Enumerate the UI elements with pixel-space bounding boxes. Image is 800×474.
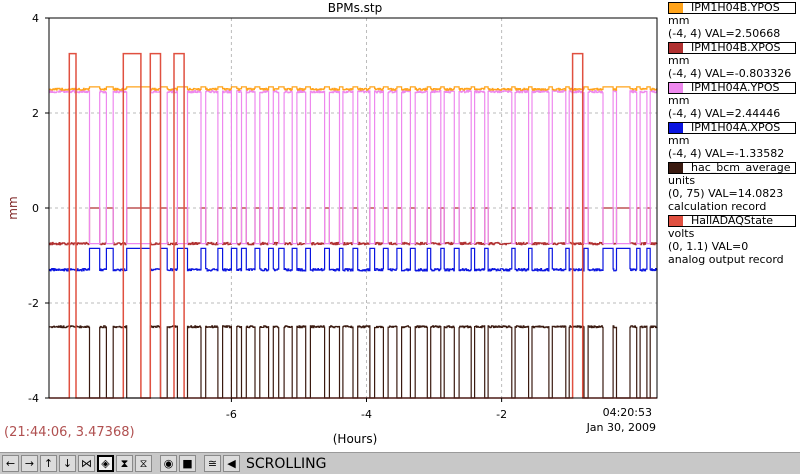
legend-detail: mm bbox=[668, 94, 690, 107]
end-time-label: 04:20:53 bbox=[603, 406, 652, 419]
zoom-in-vertical-icon: ⧗ bbox=[120, 457, 129, 470]
zoom-out-x-button[interactable]: ◈ bbox=[97, 455, 114, 472]
legend-detail: volts bbox=[668, 227, 695, 240]
legend-detail: (-4, 4) VAL=-0.803326 bbox=[668, 67, 792, 80]
legend-series-name: IPM1H04A.XPOS bbox=[683, 123, 795, 133]
legend-entry[interactable]: IPM1H04B.YPOS mm (-4, 4) VAL=2.50668 bbox=[660, 2, 800, 40]
legend-detail: calculation record bbox=[668, 200, 767, 213]
arrow-down-icon: ↓ bbox=[62, 457, 73, 470]
end-date-label: Jan 30, 2009 bbox=[586, 421, 656, 434]
y-axis-label: mm bbox=[6, 196, 20, 219]
scroll-right-button[interactable]: → bbox=[21, 455, 38, 472]
legend-detail: mm bbox=[668, 54, 690, 67]
back-icon: ◀ bbox=[227, 457, 236, 470]
arrow-left-icon: ← bbox=[5, 457, 16, 470]
legend-entry[interactable]: IPM1H04A.YPOS mm (-4, 4) VAL=2.44446 bbox=[660, 82, 800, 120]
series-line-ipm1h04a-xpos bbox=[49, 247, 658, 272]
y-tick-label: 0 bbox=[32, 202, 39, 215]
legend-detail: (-4, 4) VAL=-1.33582 bbox=[668, 147, 785, 160]
auto-scale-button[interactable]: ◉ bbox=[160, 455, 177, 472]
legend-swatch-box: hac_bcm_average bbox=[668, 162, 796, 174]
zoom-out-horizontal-icon: ◈ bbox=[101, 457, 110, 470]
toolbar-buttons: ← → ↑ ↓ ⋈ ◈ ⧗ ⧖ ◉ ■ ≅ ◀ bbox=[0, 455, 240, 472]
legend-swatch-box: IPM1H04A.XPOS bbox=[668, 122, 796, 134]
fit-icon: ≅ bbox=[207, 457, 218, 470]
zoom-out-y-button[interactable]: ⧖ bbox=[135, 455, 152, 472]
legend-detail: (-4, 4) VAL=2.44446 bbox=[668, 107, 781, 120]
legend-swatch bbox=[669, 123, 683, 133]
legend-detail: (0, 1.1) VAL=0 bbox=[668, 240, 749, 253]
legend-swatch-box: HallADAQState bbox=[668, 215, 796, 227]
legend-entry[interactable]: hac_bcm_average units (0, 75) VAL=14.0823 c… bbox=[660, 162, 800, 213]
series-line-ipm1h04a-ypos bbox=[49, 89, 658, 245]
stop-button[interactable]: ■ bbox=[179, 455, 196, 472]
legend-swatch bbox=[669, 216, 683, 226]
legend-series-name: IPM1H04A.YPOS bbox=[683, 83, 795, 93]
legend-series-name: hac_bcm_average bbox=[683, 163, 795, 173]
x-tick-label: -4 bbox=[361, 408, 372, 421]
series-line-hac-bcm-average bbox=[49, 325, 658, 399]
y-tick-label: 2 bbox=[32, 107, 39, 120]
legend-entry[interactable]: HallADAQState volts (0, 1.1) VAL=0 analog o… bbox=[660, 215, 800, 266]
plot-area[interactable]: BPMs.stp mm (Hours) 04:20:53 Jan 30, 200… bbox=[0, 0, 800, 452]
legend-series-name: IPM1H04B.XPOS bbox=[683, 43, 795, 53]
legend-swatch bbox=[669, 163, 683, 173]
y-tick-label: -2 bbox=[28, 297, 39, 310]
x-tick-label: -6 bbox=[226, 408, 237, 421]
y-tick-label: -4 bbox=[28, 392, 39, 405]
zoom-in-y-button[interactable]: ⧗ bbox=[116, 455, 133, 472]
x-tick-label: -2 bbox=[496, 408, 507, 421]
legend-swatch bbox=[669, 83, 683, 93]
zoom-in-x-button[interactable]: ⋈ bbox=[78, 455, 95, 472]
auto-scale-icon: ◉ bbox=[163, 457, 174, 470]
legend-swatch-box: IPM1H04B.YPOS bbox=[668, 2, 796, 14]
strip-chart[interactable]: BPMs.stp mm (Hours) 04:20:53 Jan 30, 200… bbox=[0, 0, 800, 452]
series-line-ipm1h04b-xpos bbox=[49, 207, 658, 246]
legend-series-name: IPM1H04B.YPOS bbox=[683, 3, 795, 13]
legend-entry[interactable]: IPM1H04A.XPOS mm (-4, 4) VAL=-1.33582 bbox=[660, 122, 800, 160]
fit-button[interactable]: ≅ bbox=[204, 455, 221, 472]
x-axis-label: (Hours) bbox=[333, 432, 378, 446]
cursor-readout: (21:44:06, 3.47368) bbox=[4, 425, 135, 440]
series-line-ipm1h04b-ypos bbox=[49, 86, 658, 91]
stop-icon: ■ bbox=[182, 457, 193, 470]
legend-entry[interactable]: IPM1H04B.XPOS mm (-4, 4) VAL=-0.803326 bbox=[660, 42, 800, 80]
legend-detail: analog output record bbox=[668, 253, 784, 266]
y-tick-label: 4 bbox=[32, 12, 39, 25]
back-button[interactable]: ◀ bbox=[223, 455, 240, 472]
legend: IPM1H04B.YPOS mm (-4, 4) VAL=2.50668 IPM1H0… bbox=[660, 0, 800, 400]
toolbar: ← → ↑ ↓ ⋈ ◈ ⧗ ⧖ ◉ ■ ≅ ◀ SCROLLING bbox=[0, 452, 800, 474]
zoom-in-horizontal-icon: ⋈ bbox=[81, 457, 92, 470]
chart-title: BPMs.stp bbox=[328, 1, 382, 15]
legend-detail: units bbox=[668, 174, 696, 187]
legend-series-name: HallADAQState bbox=[683, 216, 795, 226]
legend-detail: mm bbox=[668, 134, 690, 147]
scroll-left-button[interactable]: ← bbox=[2, 455, 19, 472]
zoom-out-vertical-icon: ⧖ bbox=[139, 457, 148, 470]
legend-swatch-box: IPM1H04A.YPOS bbox=[668, 82, 796, 94]
legend-swatch bbox=[669, 43, 683, 53]
arrow-up-icon: ↑ bbox=[43, 457, 54, 470]
legend-detail: (0, 75) VAL=14.0823 bbox=[668, 187, 784, 200]
scroll-down-button[interactable]: ↓ bbox=[59, 455, 76, 472]
legend-detail: mm bbox=[668, 14, 690, 27]
scroll-up-button[interactable]: ↑ bbox=[40, 455, 57, 472]
legend-swatch bbox=[669, 3, 683, 13]
legend-swatch-box: IPM1H04B.XPOS bbox=[668, 42, 796, 54]
legend-detail: (-4, 4) VAL=2.50668 bbox=[668, 27, 781, 40]
arrow-right-icon: → bbox=[24, 457, 35, 470]
plot-frame bbox=[48, 17, 658, 399]
mode-label: SCROLLING bbox=[246, 455, 327, 472]
